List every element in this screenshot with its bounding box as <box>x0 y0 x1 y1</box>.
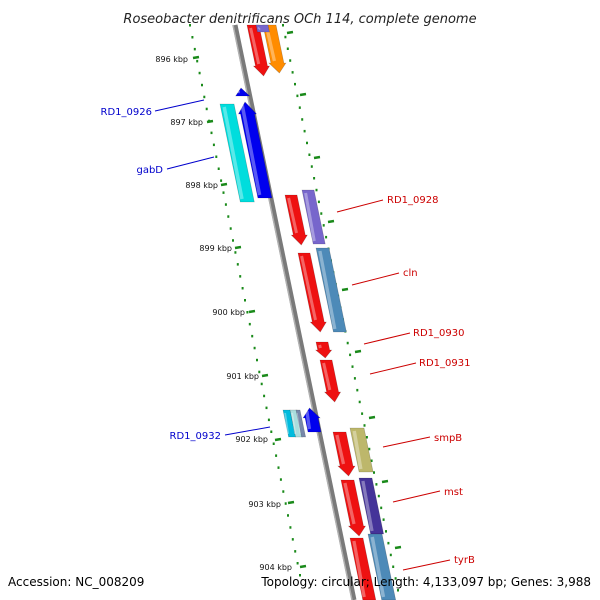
major-tick-right <box>394 545 402 550</box>
gene-rd1-0930-highlight <box>318 344 322 349</box>
leader-line-tyrb <box>402 559 451 571</box>
gene-red-top-highlight <box>249 27 261 65</box>
gene-cln-steel[interactable] <box>315 247 347 333</box>
major-tick-right <box>313 155 321 160</box>
gene-smpb-red[interactable] <box>332 431 356 477</box>
tick-label-898: 898 kbp <box>185 181 218 190</box>
gene-rd1-0931[interactable] <box>319 359 342 403</box>
gene-mst-purple-highlight <box>361 480 374 532</box>
gene-smpb-olive-highlight <box>352 430 363 470</box>
major-tick-left <box>192 55 200 60</box>
leader-line-gabd <box>166 156 215 170</box>
major-tick-right <box>368 415 376 420</box>
gene-label-smpb[interactable]: smpB <box>434 433 462 444</box>
gene-mst-purple[interactable] <box>358 477 384 535</box>
leader-line-cln <box>351 272 400 286</box>
summary-text: Topology: circular; Length: 4,133,097 bp… <box>260 575 591 589</box>
major-tick-left <box>299 564 307 569</box>
gene-orange-top[interactable] <box>262 24 287 74</box>
gene-rd1-0932-c[interactable] <box>295 409 306 438</box>
gene-smpb-olive[interactable] <box>349 427 374 473</box>
gene-rd1-0931-highlight <box>322 362 332 391</box>
gene-rd1-0932-c-highlight <box>296 412 301 435</box>
major-tick-right <box>381 479 389 484</box>
accession-text: Accession: NC_008209 <box>8 575 144 589</box>
gene-purple-top[interactable] <box>255 24 270 33</box>
gene-tyrb-red-highlight <box>352 540 366 598</box>
gene-cln-red-highlight <box>300 255 317 321</box>
gene-label-tyrb[interactable]: tyrB <box>454 555 475 566</box>
tick-label-900: 900 kbp <box>212 308 245 317</box>
gene-cln-red[interactable] <box>297 252 327 333</box>
right-gene-labels: RD1_0928 cln RD1_0930 RD1_0931 smpB mst … <box>336 195 475 571</box>
gene-label-rd1-0932[interactable]: RD1_0932 <box>170 431 221 442</box>
gene-label-cln[interactable]: cln <box>403 268 418 279</box>
gene-orange-top-highlight <box>265 27 277 62</box>
gene-tyrb-steel-highlight <box>370 536 386 598</box>
left-gene-labels: RD1_0926 gabD RD1_0932 <box>101 99 271 442</box>
left-dotted-track <box>189 24 301 577</box>
gene-rd1-0928-red[interactable] <box>284 194 308 246</box>
leader-line-rd1-0932 <box>224 426 271 436</box>
gene-gabd[interactable] <box>219 103 255 203</box>
tick-label-899: 899 kbp <box>199 244 232 253</box>
gene-label-rd1-0931[interactable]: RD1_0931 <box>419 358 470 369</box>
gene-rd1-0928-purple[interactable] <box>301 189 326 245</box>
gene-tyrb-red[interactable] <box>349 537 377 600</box>
major-tick-right <box>327 219 335 224</box>
major-tick-left <box>234 245 242 250</box>
gene-gabd-highlight <box>222 106 244 200</box>
gene-tyrb-steel[interactable] <box>367 533 397 600</box>
gene-mst-red[interactable] <box>340 479 367 537</box>
gene-purple-top-highlight <box>257 26 261 31</box>
gene-rd1-0932-arrow[interactable] <box>302 407 322 433</box>
gene-label-gabd[interactable]: gabD <box>136 165 163 176</box>
gene-rd1-0928-purple-highlight <box>304 192 316 242</box>
tick-label-897: 897 kbp <box>170 118 203 127</box>
gene-features <box>219 24 397 600</box>
kbp-tick-labels: 896 kbp 897 kbp 898 kbp 899 kbp 900 kbp … <box>155 55 292 572</box>
leader-line-smpb <box>382 436 431 448</box>
gene-label-rd1-0928[interactable]: RD1_0928 <box>387 195 438 206</box>
gene-rd1-0930[interactable] <box>314 341 333 359</box>
major-tick-left <box>274 437 282 442</box>
gene-blue-large-highlight <box>240 104 262 196</box>
leader-line-rd1-0931 <box>369 362 417 375</box>
gene-rd1-0926-small-highlight <box>237 90 241 94</box>
gene-rd1-0932-arrow-highlight <box>305 410 312 430</box>
leader-line-rd1-0928 <box>336 199 384 213</box>
gene-smpb-red-highlight <box>335 434 346 465</box>
leader-line-rd1-0930 <box>363 332 411 345</box>
major-tick-right <box>286 30 294 35</box>
major-tick-left <box>220 182 228 187</box>
major-tick-left <box>261 373 269 378</box>
tick-label-903: 903 kbp <box>248 500 281 509</box>
major-tick-left <box>248 309 256 314</box>
major-tick-right <box>354 349 362 354</box>
gene-label-mst[interactable]: mst <box>444 487 463 498</box>
gene-label-rd1-0926[interactable]: RD1_0926 <box>101 107 152 118</box>
gene-rd1-0932-b-highlight <box>291 412 297 435</box>
tick-label-902: 902 kbp <box>235 435 268 444</box>
gene-mst-red-highlight <box>343 482 356 525</box>
gene-rd1-0932-a-highlight <box>284 412 290 435</box>
gene-cln-steel-highlight <box>318 250 337 330</box>
tick-label-901: 901 kbp <box>226 372 259 381</box>
map-title: Roseobacter denitrificans OCh 114, compl… <box>123 12 476 27</box>
gene-blue-large[interactable] <box>237 101 273 199</box>
gene-label-rd1-0930[interactable]: RD1_0930 <box>413 328 464 339</box>
gene-rd1-0928-red-highlight <box>287 197 298 234</box>
tick-label-904: 904 kbp <box>259 563 292 572</box>
tick-label-896: 896 kbp <box>155 55 188 64</box>
gene-rd1-0926-small[interactable] <box>235 87 251 97</box>
major-tick-left <box>287 500 295 505</box>
major-tick-right <box>341 287 349 292</box>
leader-line-rd1-0926 <box>154 99 205 112</box>
major-tick-right <box>299 92 307 97</box>
major-tick-left <box>206 119 214 124</box>
leader-line-mst <box>392 490 441 503</box>
